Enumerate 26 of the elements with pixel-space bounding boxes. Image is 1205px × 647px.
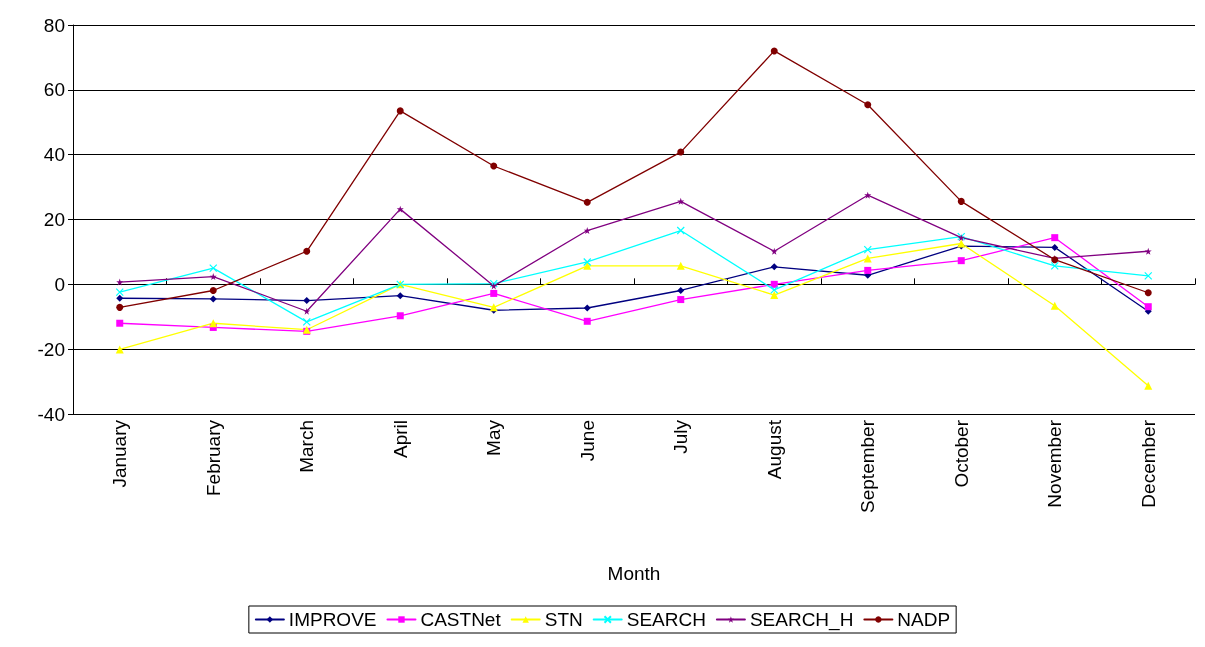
x-tick-label: December (1137, 419, 1159, 508)
x-tick-label: August (763, 419, 785, 480)
legend-label: SEARCH_H (749, 609, 854, 631)
x-tick-label: October (950, 419, 972, 488)
legend-label: CASTNet (420, 609, 502, 630)
x-tick-label: February (202, 419, 224, 497)
y-tick-label: -40 (37, 403, 65, 425)
x-tick-label: July (670, 419, 692, 454)
legend-label: IMPROVE (288, 609, 377, 630)
x-tick-label: November (1044, 419, 1066, 508)
x-tick-label: April (389, 420, 411, 459)
x-tick-label: March (296, 420, 318, 473)
x-tick-label: May (483, 419, 505, 456)
y-tick-label: 0 (54, 273, 65, 295)
x-axis-title: Month (607, 563, 661, 584)
y-tick-label: 80 (43, 14, 65, 36)
y-tick-label: 60 (43, 79, 65, 101)
y-tick-label: 20 (43, 209, 65, 230)
x-tick-label: June (576, 420, 598, 462)
legend-label: SEARCH (626, 609, 706, 630)
x-tick-label: September (857, 419, 879, 513)
y-tick-label: 40 (43, 144, 65, 166)
legend-label: STN (544, 609, 583, 630)
y-tick-label: -20 (37, 338, 65, 360)
legend-label: NADP (897, 609, 951, 630)
x-tick-label: January (109, 419, 131, 488)
